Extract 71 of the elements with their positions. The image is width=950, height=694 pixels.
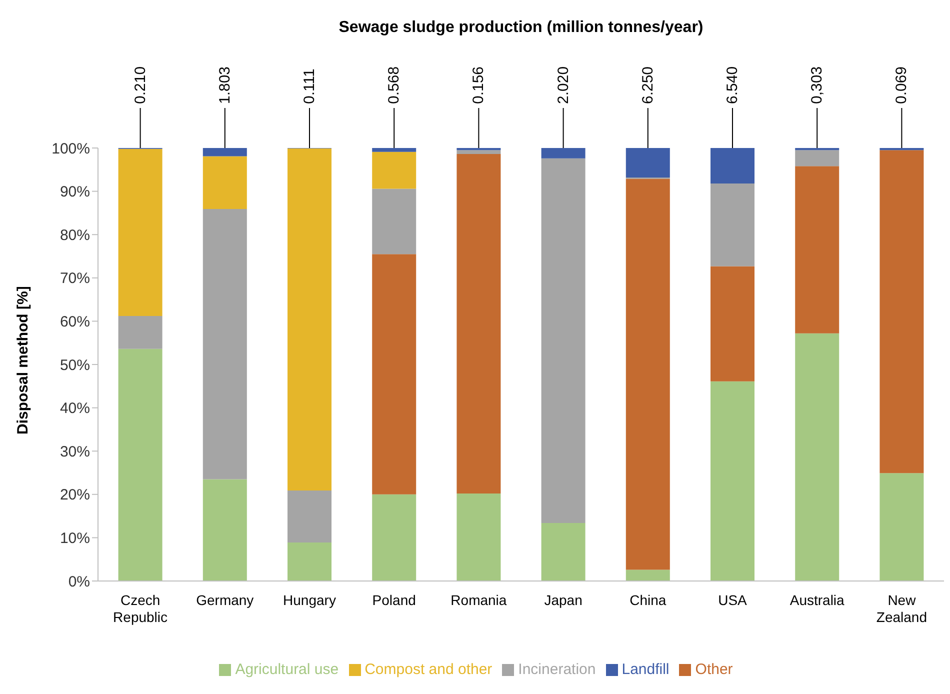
bar bbox=[456, 154, 501, 494]
bar bbox=[202, 148, 247, 156]
bar bbox=[795, 333, 840, 581]
x-tick-label: Czech Republic bbox=[113, 592, 168, 625]
bar bbox=[880, 150, 924, 474]
bar bbox=[541, 522, 586, 581]
bar bbox=[541, 148, 586, 158]
bar bbox=[288, 542, 332, 581]
y-tick-label: 90% bbox=[60, 184, 90, 201]
y-tick-label: 50% bbox=[60, 356, 90, 374]
x-tick-label: Poland bbox=[372, 592, 416, 608]
bar bbox=[118, 148, 162, 316]
bar bbox=[372, 152, 416, 189]
annotation: 2.020 bbox=[554, 66, 572, 104]
bar bbox=[795, 166, 840, 334]
annotation: 1.803 bbox=[216, 66, 234, 104]
x-tick-label: Australia bbox=[790, 592, 845, 608]
annotation: 0.210 bbox=[132, 66, 149, 104]
x-tick-label: Germany bbox=[196, 592, 254, 608]
bar bbox=[372, 254, 416, 494]
bar bbox=[795, 150, 840, 166]
bar bbox=[710, 266, 755, 382]
annotation: 6.250 bbox=[639, 66, 656, 104]
bar bbox=[118, 316, 162, 349]
bar bbox=[288, 490, 332, 542]
bar bbox=[202, 209, 247, 480]
legend-label: Landfill bbox=[622, 661, 670, 678]
annotation: 0,303 bbox=[808, 66, 826, 104]
bar bbox=[626, 148, 670, 178]
y-tick-label: 40% bbox=[60, 400, 90, 418]
bar bbox=[202, 156, 247, 210]
bar bbox=[541, 158, 586, 523]
x-tick-label: Romania bbox=[450, 592, 507, 608]
x-tick-label: Hungary bbox=[283, 592, 336, 608]
annotation: 0.568 bbox=[386, 66, 403, 104]
bar bbox=[626, 178, 670, 570]
y-tick-label: 100% bbox=[52, 140, 90, 158]
annotation: 0.156 bbox=[470, 66, 488, 104]
x-tick-label: New Zealand bbox=[876, 592, 927, 625]
y-tick-label: 80% bbox=[60, 226, 90, 244]
y-tick-label: 30% bbox=[60, 443, 90, 460]
y-tick-label: 20% bbox=[60, 486, 90, 504]
bar bbox=[372, 148, 416, 152]
y-tick-label: 70% bbox=[60, 270, 90, 288]
bar bbox=[118, 348, 162, 581]
x-tick-label: China bbox=[630, 592, 666, 608]
bar bbox=[626, 570, 670, 581]
bar bbox=[202, 479, 247, 581]
y-axis-title: Disposal method [%] bbox=[14, 286, 32, 434]
bar bbox=[456, 150, 501, 154]
chart-title: Sewage sludge production (million tonnes/year) bbox=[338, 19, 704, 36]
bar bbox=[456, 494, 501, 581]
annotation: 0.111 bbox=[301, 68, 318, 104]
y-tick-label: 0% bbox=[68, 573, 90, 590]
bar bbox=[372, 494, 416, 581]
annotation: 6.540 bbox=[724, 66, 741, 104]
bar bbox=[710, 381, 755, 581]
bar bbox=[372, 188, 416, 254]
y-tick-label: 10% bbox=[60, 530, 90, 548]
legend-label: Other bbox=[695, 661, 733, 678]
legend-label: Incineration bbox=[518, 661, 596, 678]
x-tick-label: USA bbox=[718, 592, 748, 608]
annotation: 0.069 bbox=[893, 66, 910, 104]
bar bbox=[880, 473, 924, 581]
legend-label: Agricultural use bbox=[235, 661, 339, 678]
legend-label: Compost and other bbox=[364, 661, 492, 678]
bar bbox=[710, 148, 755, 184]
bar bbox=[288, 148, 332, 491]
bar bbox=[710, 184, 755, 266]
y-tick-label: 60% bbox=[60, 314, 90, 331]
x-tick-label: Japan bbox=[544, 592, 582, 608]
